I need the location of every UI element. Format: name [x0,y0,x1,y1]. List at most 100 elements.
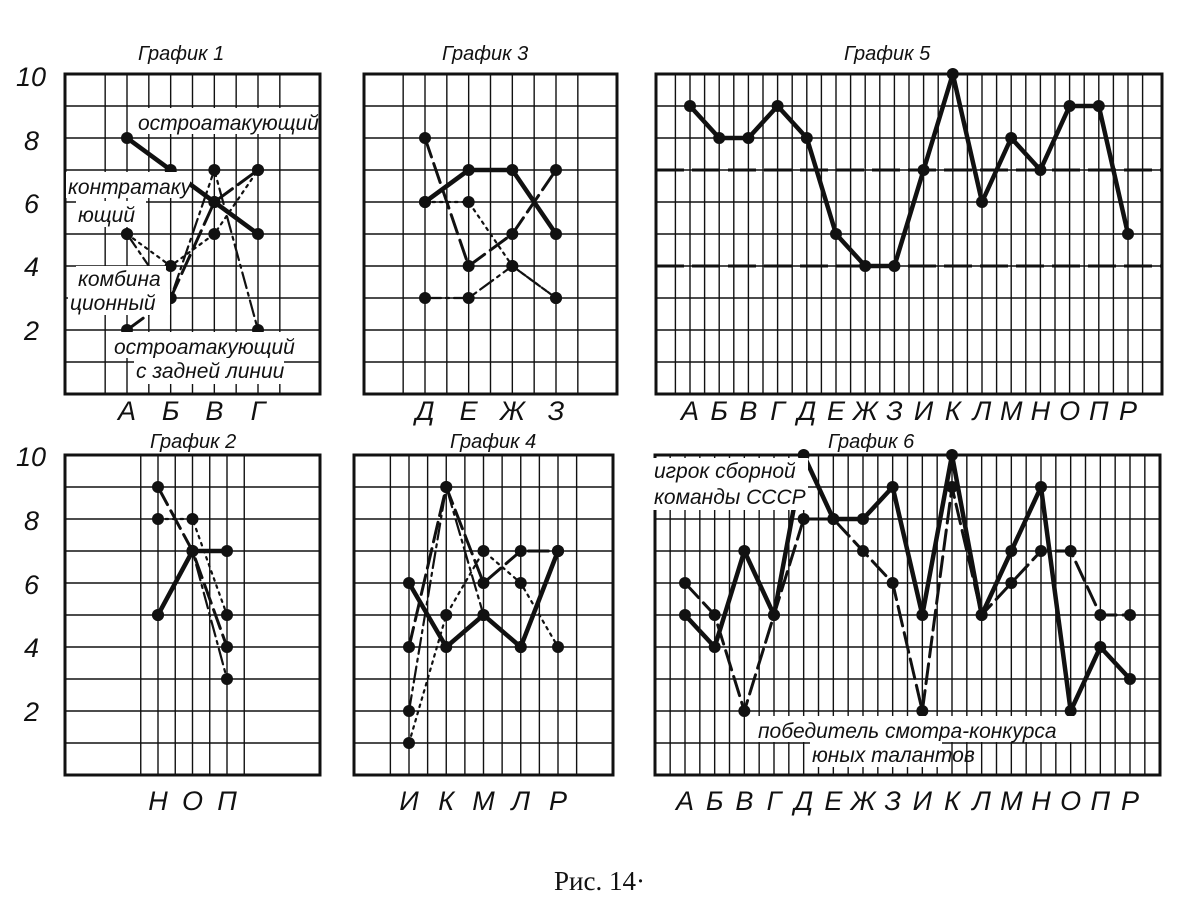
data-point [859,260,872,272]
data-point [186,545,199,557]
x-tick-label: Г [251,396,268,426]
x-tick-label: Е [460,396,479,426]
data-point [208,228,221,240]
annotation-chart-6-1: команды СССР [654,486,806,509]
grid-chart-5 [656,74,1162,394]
x-tick-label: Н [148,786,168,816]
data-point [917,164,930,176]
data-point [550,164,562,176]
series-line-dashdot [423,264,558,300]
data-point [742,132,755,144]
data-point [1094,641,1107,653]
y-tick-label-bottom-8: 8 [24,506,39,536]
data-point [419,292,431,304]
x-tick-label: М [1000,396,1023,426]
grid-chart-4 [354,455,613,775]
data-point [738,545,751,557]
x-tick-label: Б [162,396,180,426]
data-point [506,164,519,176]
y-tick-label-bottom-10: 10 [16,442,46,472]
chart-3: График 3 Д Е Ж З [362,43,619,426]
data-point [1064,705,1077,717]
annotation-chart-6-0: игрок сборной [654,460,796,483]
data-point [419,132,431,144]
data-point [440,609,453,621]
chart-title: График 3 [442,43,528,65]
data-point [946,481,958,493]
x-tick-label: Д [794,396,816,426]
chart-title: График 5 [844,43,931,65]
x-tick-label: М [1000,786,1023,816]
data-point [771,100,784,112]
data-point [708,609,721,621]
data-point [827,513,840,525]
x-tick-label: К [438,786,456,816]
plot-frame [653,453,1162,777]
chart-title: График 4 [450,431,536,453]
annotation-chart-6-3: юных талантов [812,744,975,767]
annotations-chart-1: остроатакующий контратаку ющий комбина ц… [66,108,319,384]
y-tick-labels: 10 8 6 4 2 10 8 6 4 2 [16,62,46,727]
data-point [857,545,869,557]
x-tick-label: Н [1031,396,1051,426]
data-point [152,513,164,525]
x-tick-label: М [472,786,495,816]
data-point [152,481,164,493]
x-tick-label: Н [1031,786,1051,816]
x-tick-label: О [1060,786,1081,816]
y-tick-label-top-4: 4 [24,252,39,282]
x-tick-label: Г [767,786,784,816]
x-tick-label: О [1059,396,1080,426]
data-point [221,641,233,653]
data-point [221,673,233,685]
annotation-chart-1-4: ционный [70,292,156,315]
data-point [1063,100,1076,112]
x-tick-label: З [886,396,903,426]
data-point [252,228,264,240]
x-tick-label: А [116,396,136,426]
x-tick-label: Е [827,396,846,426]
data-point [975,609,988,621]
data-point [462,260,475,272]
x-tick-label: И [914,396,934,426]
chart-4: График 4 И К М Л Р [352,431,615,816]
data-point [886,481,899,493]
data-point [976,196,988,208]
data-point [1005,545,1018,557]
plot-frame [352,453,615,777]
x-tick-label: В [205,396,223,426]
y-tick-label-top-6: 6 [24,189,40,219]
x-tick-label: П [1091,786,1111,816]
data-point [550,292,562,304]
data-point [403,577,415,589]
data-point [252,164,264,176]
data-point [708,641,721,653]
grid-chart-2 [65,455,320,775]
data-point [208,196,221,208]
chart-title: График 6 [828,431,915,453]
data-point [403,641,415,653]
data-point [552,545,564,557]
data-point [797,513,810,525]
x-tick-label: Ж [498,396,527,426]
data-point [477,609,490,621]
chart-2: График 2 Н О П [63,431,322,816]
x-tick-label: Д [412,396,434,426]
data-point [552,641,564,653]
series-line-dashed [683,485,1132,713]
data-point [506,228,519,240]
x-tick-label: Л [509,786,530,816]
data-point [403,705,415,717]
data-point [1094,609,1107,621]
x-tick-label: Ж [849,786,878,816]
data-point [713,132,726,144]
data-point [679,609,691,621]
data-point [1064,545,1077,557]
data-point [1124,609,1136,621]
data-point [440,481,453,493]
data-point [514,641,527,653]
annotation-chart-6-2: победитель смотра-конкурса [758,720,1057,743]
data-point [221,609,233,621]
data-point [800,132,813,144]
